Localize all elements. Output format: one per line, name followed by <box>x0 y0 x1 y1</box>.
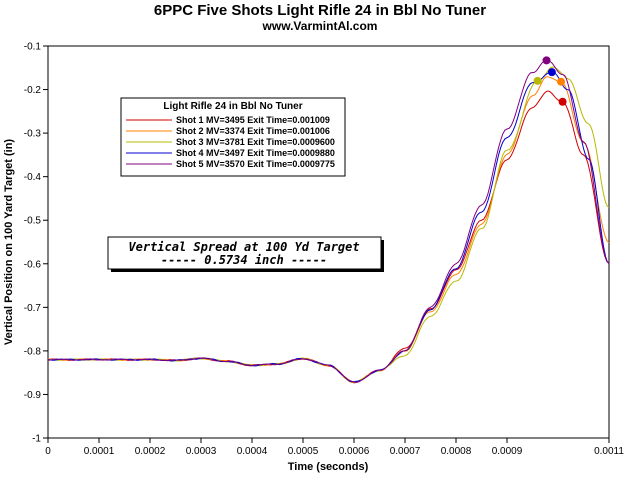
exit-marker-shot-2 <box>557 77 566 86</box>
x-axis-label: Time (seconds) <box>288 461 369 473</box>
x-tick-label: 0.0005 <box>288 446 319 457</box>
legend-label-shot-3: Shot 3 MV=3781 Exit Time=0.0009600 <box>176 137 335 147</box>
y-tick-label: -0.4 <box>24 172 42 183</box>
x-tick-label: 0.0003 <box>186 446 217 457</box>
x-tick-label: 0.0011 <box>594 446 624 457</box>
annotation-line-2: ----- 0.5734 inch ----- <box>161 253 327 267</box>
y-tick-label: -0.8 <box>24 346 42 357</box>
legend-title: Light Rifle 24 in Bbl No Tuner <box>163 101 302 112</box>
x-tick-label: 0.0008 <box>441 446 472 457</box>
x-axis: 0 0.0001 0.0002 0.0003 0.0004 0.0005 0.0006 0.0… <box>45 438 624 457</box>
exit-marker-shot-4 <box>547 68 556 77</box>
legend-box <box>120 97 346 177</box>
x-tick-label: 0.0001 <box>84 446 115 457</box>
x-tick-label: 0.0007 <box>390 446 421 457</box>
y-tick-label: -0.2 <box>24 85 42 96</box>
series-line-shot-5 <box>47 59 610 383</box>
y-tick-label: -0.3 <box>24 129 42 140</box>
y-tick-label: -0.9 <box>24 390 42 401</box>
y-tick-label: -0.1 <box>24 42 42 53</box>
y-tick-label: -0.7 <box>24 303 42 314</box>
exit-marker-shot-3 <box>533 76 542 85</box>
annotation-line-1: Vertical Spread at 100 Yd Target <box>128 240 359 254</box>
x-tick-label: 0 <box>45 446 51 457</box>
annotation-box <box>107 236 382 270</box>
legend-label-shot-2: Shot 2 MV=3374 Exit Time=0.001006 <box>176 126 330 136</box>
legend-label-shot-4: Shot 4 MV=3497 Exit Time=0.0009880 <box>176 148 335 158</box>
y-tick-label: -1 <box>32 434 41 445</box>
chart-title: 6PPC Five Shots Light Rifle 24 in Bbl No… <box>154 2 486 19</box>
y-tick-label: -0.5 <box>24 216 42 227</box>
x-tick-label: 0.0002 <box>135 446 166 457</box>
spread-annotation: Vertical Spread at 100 Yd Target ----- 0… <box>107 236 384 272</box>
y-axis: -0.1 -0.2 -0.3 -0.4 -0.5 -0.6 -0.7 -0.8 -0.9 -1 <box>24 42 48 445</box>
marker-layer <box>533 56 567 106</box>
exit-marker-shot-1 <box>558 97 567 106</box>
y-axis-label: Vertical Position on 100 Yard Target (in… <box>3 139 15 346</box>
legend-label-shot-1: Shot 1 MV=3495 Exit Time=0.001009 <box>176 115 330 125</box>
series-layer <box>47 59 610 384</box>
x-tick-label: 0.0009 <box>492 446 523 457</box>
chart-subtitle: www.VarmintAl.com <box>262 19 378 33</box>
x-tick-label: 0.0006 <box>339 446 370 457</box>
legend-label-shot-5: Shot 5 MV=3570 Exit Time=0.0009775 <box>176 159 335 169</box>
x-tick-label: 0.0004 <box>237 446 268 457</box>
exit-marker-shot-5 <box>542 56 551 65</box>
y-tick-label: -0.6 <box>24 259 42 270</box>
legend: Light Rifle 24 in Bbl No Tuner Shot 1 MV… <box>120 97 346 177</box>
